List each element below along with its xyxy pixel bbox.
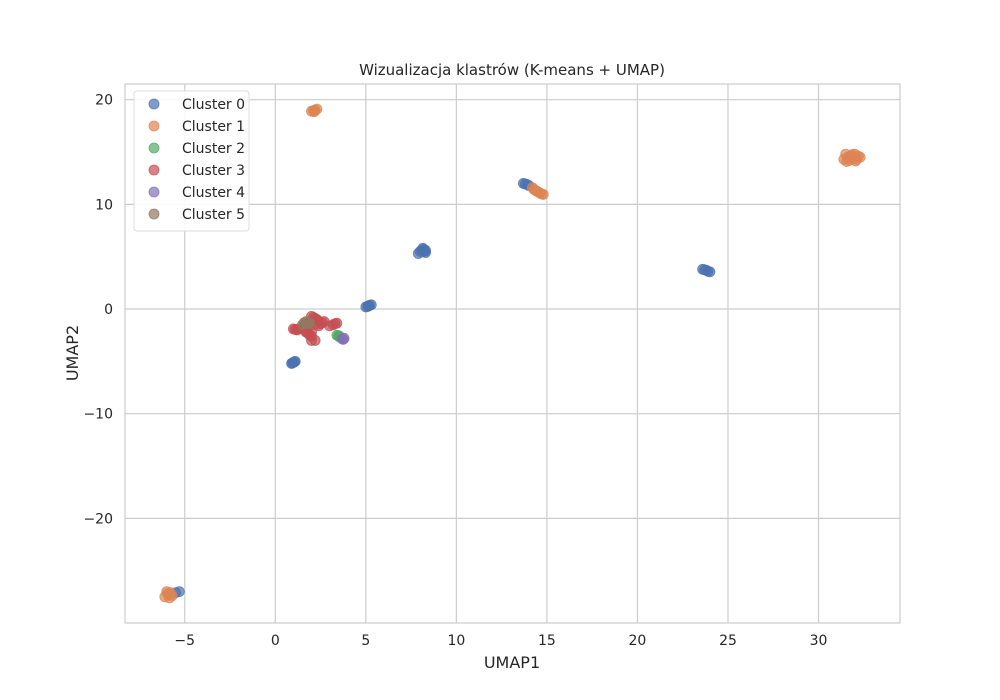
data-point <box>363 300 374 312</box>
y-tick-label: 10 <box>95 197 113 213</box>
x-tick-label: 10 <box>447 633 465 649</box>
legend-label: Cluster 5 <box>182 207 245 223</box>
x-tick-label: 15 <box>538 633 556 649</box>
legend-marker <box>148 164 160 176</box>
legend-label: Cluster 4 <box>182 185 245 201</box>
series-5 <box>297 316 316 331</box>
data-points <box>159 103 866 604</box>
y-tick-label: 20 <box>95 93 113 109</box>
y-tick-label: −20 <box>83 511 113 527</box>
y-axis-label: UMAP2 <box>63 325 82 381</box>
chart-title: Wizualizacja klastrów (K-means + UMAP) <box>359 61 665 79</box>
x-tick-label: 20 <box>629 633 647 649</box>
x-tick-label: 0 <box>271 633 280 649</box>
x-tick-label: 5 <box>361 633 370 649</box>
x-axis-label: UMAP1 <box>484 653 540 672</box>
legend-marker <box>148 208 160 220</box>
series-4 <box>336 332 350 345</box>
x-tick-label: −5 <box>174 633 195 649</box>
x-tick-label: 25 <box>719 633 737 649</box>
data-point <box>337 333 349 345</box>
legend-marker <box>148 98 160 110</box>
plot-frame <box>124 83 901 624</box>
legend-marker <box>148 186 160 198</box>
data-point <box>850 155 862 167</box>
y-tick-label: −10 <box>83 407 113 423</box>
legend: Cluster 0 Cluster 1 Cluster 2 Cluster 3 Clus… <box>133 90 250 232</box>
y-tick-label: 0 <box>104 302 113 318</box>
plot-area <box>125 84 900 623</box>
data-point <box>331 317 343 329</box>
data-point <box>420 247 431 258</box>
grid <box>125 84 900 623</box>
legend-label: Cluster 2 <box>182 141 245 157</box>
legend-box <box>133 90 250 232</box>
data-point <box>537 189 549 200</box>
tick-labels: −5 0 5 10 15 20 25 30 −20 −10 0 10 20 <box>83 93 827 649</box>
legend-marker <box>148 142 160 154</box>
data-point <box>304 317 316 329</box>
legend-marker <box>148 120 160 132</box>
x-tick-label: 30 <box>810 633 828 649</box>
legend-label: Cluster 0 <box>182 97 245 113</box>
data-point <box>308 106 320 118</box>
series-1 <box>159 103 866 604</box>
legend-label: Cluster 1 <box>182 119 245 135</box>
legend-label: Cluster 3 <box>182 163 245 179</box>
data-point <box>162 588 173 600</box>
data-point <box>288 356 300 368</box>
data-point <box>704 266 716 278</box>
